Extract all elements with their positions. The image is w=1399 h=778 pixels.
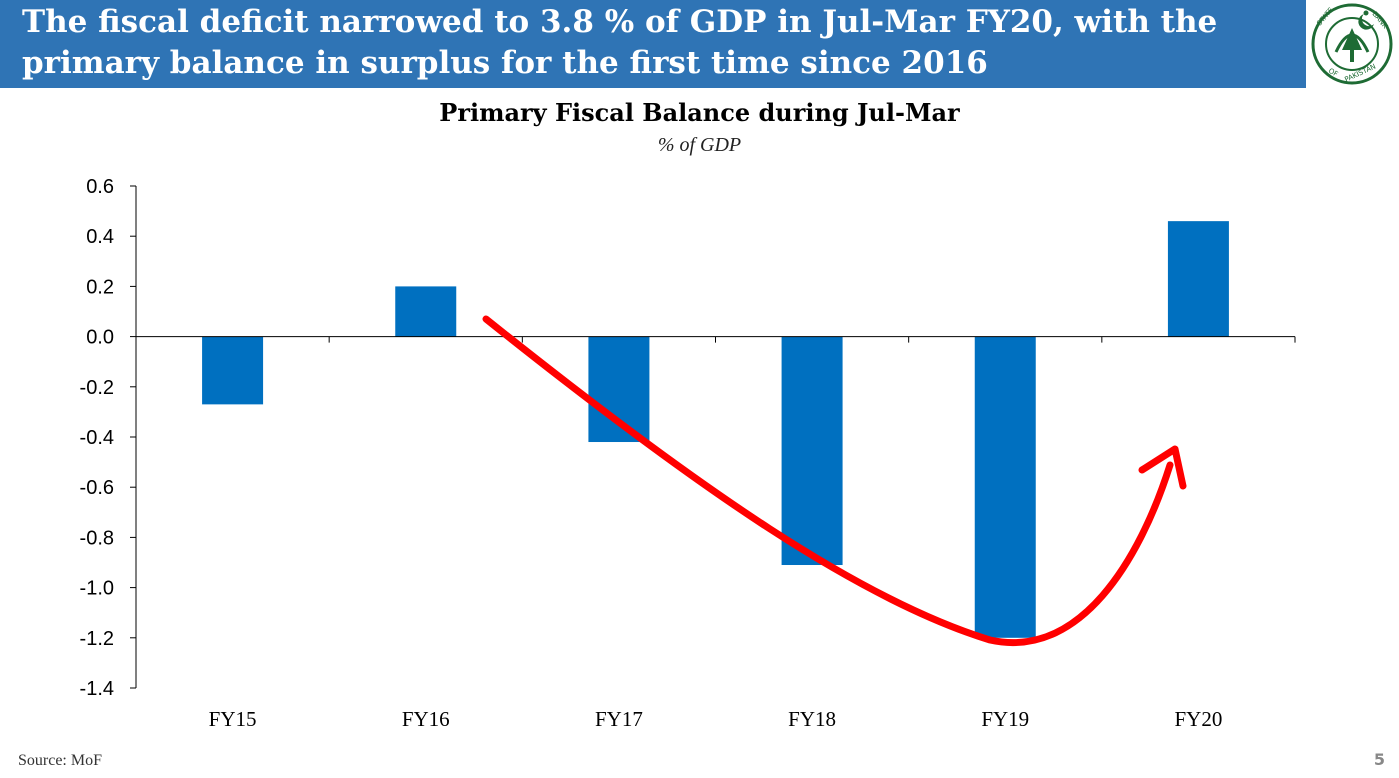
y-tick-label: 0.0 [86,327,114,349]
y-tick-label: 0.6 [86,176,114,198]
y-tick-label: -0.6 [80,477,114,499]
chart-title: Primary Fiscal Balance during Jul-Mar [439,98,960,127]
y-tick-label: 0.2 [86,276,114,298]
y-tick-label: 0.4 [86,226,114,248]
page-number: 5 [1373,750,1385,769]
source-note: Source: MoF [18,752,102,769]
page-title: The fiscal deficit narrowed to 3.8 % of … [22,4,1218,81]
bar-fy16 [395,286,457,337]
x-tick-label: FY18 [788,707,836,731]
x-tick-label: FY17 [595,707,643,731]
bar-fy19 [974,336,1036,638]
x-tick-label: FY16 [402,707,450,731]
y-tick-label: -1.2 [80,628,114,650]
y-tick-label: -0.2 [80,377,114,399]
x-tick-label: FY20 [1174,707,1222,731]
trend-arrow-curve [482,315,1174,646]
trend-arrow-head [1138,445,1187,490]
y-tick-label: -1.4 [80,678,114,700]
bar-fy20 [1167,221,1229,337]
bar-fy15 [202,336,264,405]
chart-subtitle: % of GDP [657,134,742,156]
sbp-logo: STATE BANK OF PAKISTAN [1306,0,1399,88]
x-tick-label: FY15 [209,707,257,731]
y-tick-label: -0.4 [80,427,114,449]
bar-fy18 [781,336,843,566]
x-tick-label: FY19 [981,707,1029,731]
y-tick-label: -1.0 [80,578,114,600]
header-banner: The fiscal deficit narrowed to 3.8 % of … [0,0,1399,88]
svg-text:OF: OF [1327,67,1339,79]
y-tick-label: -0.8 [80,527,114,549]
